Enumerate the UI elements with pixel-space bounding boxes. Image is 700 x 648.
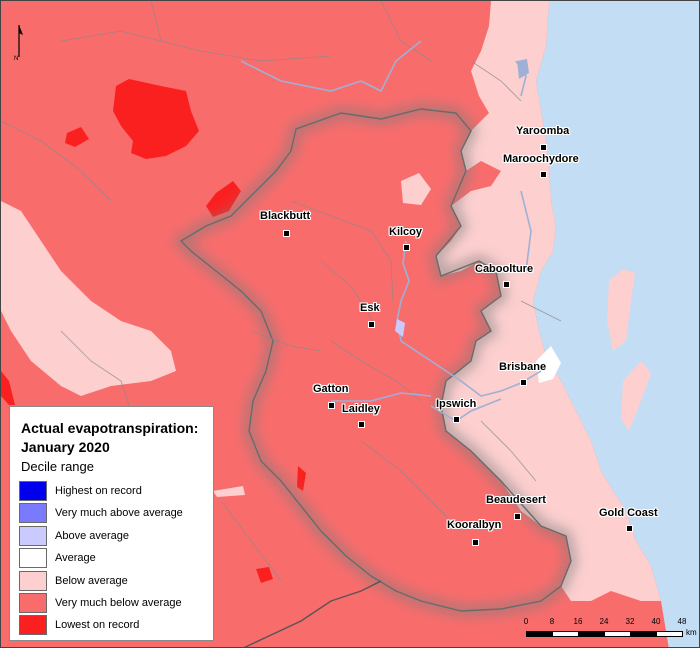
town-label-laidley: Laidley <box>342 403 380 415</box>
legend-item: Highest on record <box>19 481 209 503</box>
town-label-gatton: Gatton <box>313 383 349 395</box>
legend-item: Average <box>19 548 209 570</box>
scale-tick-label: 40 <box>651 617 661 626</box>
town-label-kilcoy: Kilcoy <box>389 226 423 238</box>
town-label-gold-coast: Gold Coast <box>599 507 658 519</box>
legend-swatch <box>19 548 47 569</box>
scale-tick-label: 24 <box>599 617 609 626</box>
west-below-average-area <box>1 201 176 396</box>
town-label-yaroomba: Yaroomba <box>516 125 570 137</box>
average-patch-brisbane <box>536 346 561 383</box>
lowest-patch-north <box>113 79 199 159</box>
town-label-ipswich: Ipswich <box>436 398 477 410</box>
legend-label: Very much above average <box>55 507 183 520</box>
moreton-island-area <box>607 269 635 351</box>
scale-tick-label: 32 <box>625 617 635 626</box>
legend-swatch <box>19 615 47 636</box>
lake-north <box>517 59 529 79</box>
legend-label: Lowest on record <box>55 619 140 632</box>
lowest-patch-small-1 <box>65 127 89 147</box>
lowest-patch-small-2 <box>206 181 241 217</box>
below-patch-south <box>213 486 245 497</box>
legend-item: Above average <box>19 525 209 548</box>
state-border-south <box>243 580 382 647</box>
town-marker-brisbane <box>520 379 527 386</box>
town-label-esk: Esk <box>360 302 380 314</box>
scale-segment <box>552 631 579 637</box>
town-marker-blackbutt <box>283 230 290 237</box>
legend-swatch <box>19 593 47 613</box>
legend-label: Average <box>55 552 96 565</box>
north-arrow-icon <box>18 25 23 57</box>
town-marker-ipswich <box>453 416 460 423</box>
legend-item: Very much above average <box>19 503 209 525</box>
scale-bar: 0 8 16 24 32 40 48 km <box>518 617 698 643</box>
subcatchment-lines <box>1 1 562 582</box>
scale-segment <box>656 631 683 637</box>
town-marker-esk <box>368 321 375 328</box>
legend-label: Very much below average <box>55 597 182 609</box>
legend-label: Above average <box>55 529 129 542</box>
scale-segment <box>526 631 553 637</box>
legend-title-line2: January 2020 <box>21 439 110 455</box>
lowest-patch-small-4 <box>256 567 273 583</box>
town-label-blackbutt: Blackbutt <box>260 210 311 222</box>
stradbroke-island-area <box>621 361 651 431</box>
north-arrow: N <box>11 23 27 67</box>
town-label-maroochydore: Maroochydore <box>503 153 579 165</box>
legend-item: Very much below average <box>19 593 209 615</box>
legend-swatch <box>19 503 47 524</box>
scale-segment <box>604 631 631 637</box>
legend-item: Lowest on record <box>19 615 209 637</box>
coastal-below-average-area <box>436 1 661 601</box>
town-marker-gatton <box>328 402 335 409</box>
town-label-beaudesert: Beaudesert <box>486 494 546 506</box>
below-patch-kilcoy <box>401 173 431 205</box>
scale-tick-label: 48 <box>677 617 687 626</box>
legend-item: Below average <box>19 570 209 593</box>
scale-tick-label: 16 <box>573 617 583 626</box>
lowest-patch-small-3 <box>297 466 306 491</box>
lowest-patch-west-edge <box>1 371 15 405</box>
town-marker-beaudesert <box>514 513 521 520</box>
town-label-brisbane: Brisbane <box>499 361 547 373</box>
scale-segment <box>630 631 657 637</box>
scale-tick-label: 8 <box>549 617 555 626</box>
legend-subtitle: Decile range <box>21 459 94 474</box>
town-marker-yaroomba <box>540 144 547 151</box>
town-marker-caboolture <box>503 281 510 288</box>
rivers <box>240 40 542 422</box>
legend-title-line1: Actual evapotranspiration: <box>21 420 199 436</box>
legend-title: Actual evapotranspiration: January 2020 <box>21 419 198 457</box>
scale-segment <box>578 631 605 637</box>
town-label-kooralbyn: Kooralbyn <box>447 519 502 531</box>
scale-tick-label: 0 <box>523 617 529 626</box>
legend-label: Below average <box>55 574 128 587</box>
legend-label: Highest on record <box>55 485 142 497</box>
legend-swatch <box>19 481 47 501</box>
town-label-caboolture: Caboolture <box>475 263 534 275</box>
town-marker-kilcoy <box>403 244 410 251</box>
town-marker-gold-coast <box>626 525 633 532</box>
town-marker-kooralbyn <box>472 539 479 546</box>
town-marker-maroochydore <box>540 171 547 178</box>
north-arrow-label: N <box>14 56 19 62</box>
catchment-boundary <box>179 108 572 612</box>
legend-swatch <box>19 525 47 546</box>
legend: Actual evapotranspiration: January 2020 … <box>9 406 214 641</box>
scale-unit: km <box>686 628 697 637</box>
lake-wivenhoe <box>395 319 405 337</box>
legend-swatch <box>19 570 47 591</box>
town-marker-laidley <box>358 421 365 428</box>
